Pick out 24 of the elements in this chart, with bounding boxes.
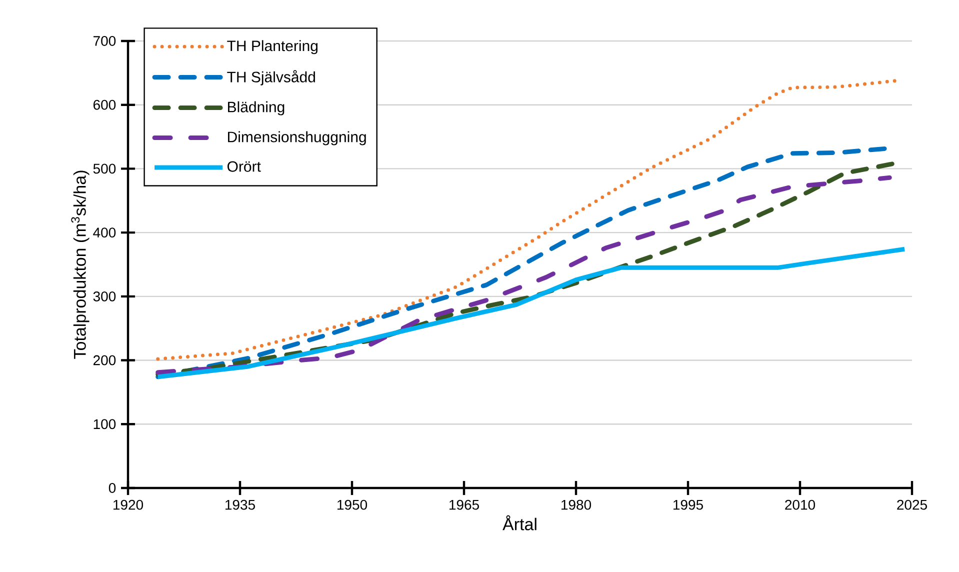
- y-tick-label: 0: [108, 483, 116, 493]
- legend-label: Orört: [227, 161, 261, 172]
- y-tick-label: 400: [93, 228, 116, 238]
- legend-label: Blädning: [228, 101, 284, 116]
- legend-label: TH Självsådd: [227, 70, 315, 86]
- x-tick-label: 1935: [226, 500, 255, 510]
- y-tick-label: 300: [93, 291, 116, 302]
- y-tick-label: 500: [93, 164, 116, 174]
- y-tick-label: 200: [93, 355, 116, 366]
- x-tick-label: 1920: [114, 500, 144, 510]
- line-series: [156, 246, 907, 380]
- y-tick-label: 700: [94, 36, 116, 46]
- x-tick-label: 1995: [674, 500, 703, 510]
- x-tick-label: 1980: [562, 500, 592, 510]
- y-tick-label: 100: [94, 419, 116, 430]
- x-axis-title: Årtal: [502, 515, 536, 530]
- x-tick-label: 2025: [897, 500, 927, 510]
- x-tick-label: 1950: [338, 500, 368, 510]
- x-tick-label: 1965: [450, 500, 479, 510]
- x-tick-label: 2010: [785, 500, 816, 510]
- y-tick-label: 600: [94, 100, 116, 110]
- y-axis-title: Totalprodukton (m$^{3}$sk/ha): [71, 170, 90, 359]
- legend-label: TH Plantering: [227, 40, 318, 54]
- legend-label: Dimensionshuggning: [228, 131, 366, 146]
